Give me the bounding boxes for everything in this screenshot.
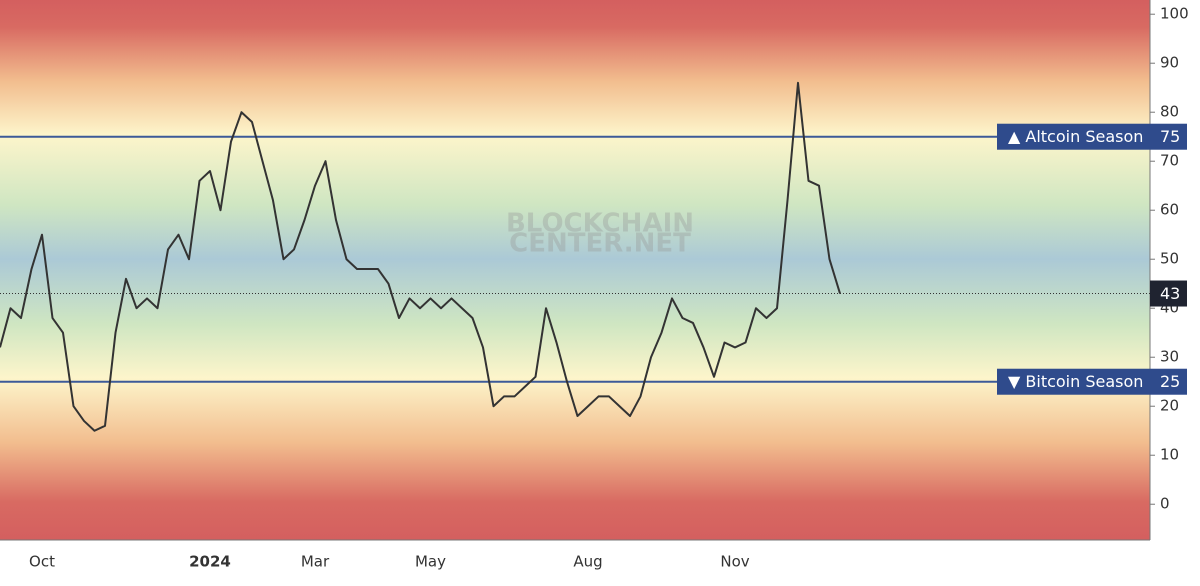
y-tick-label: 10 — [1160, 446, 1179, 464]
x-tick-label: Mar — [301, 553, 330, 571]
y-tick-label: 70 — [1160, 152, 1179, 170]
plot-background — [0, 0, 1150, 540]
current-value-label: 43 — [1160, 284, 1180, 303]
y-tick-label: 60 — [1160, 201, 1179, 219]
threshold-value: 25 — [1160, 372, 1180, 391]
y-tick-label: 80 — [1160, 103, 1179, 121]
threshold-box — [997, 368, 1187, 395]
x-tick-label: May — [415, 553, 446, 571]
watermark: CENTER.NET — [509, 229, 691, 259]
x-tick-label: 2024 — [189, 553, 231, 571]
y-tick-label: 0 — [1160, 495, 1170, 513]
y-tick-label: 30 — [1160, 348, 1179, 366]
y-tick-label: 50 — [1160, 250, 1179, 268]
x-tick-label: Nov — [720, 553, 749, 571]
x-tick-label: Oct — [29, 553, 55, 571]
threshold-value: 75 — [1160, 127, 1180, 146]
watermark: BLOCKCHAIN — [506, 209, 694, 239]
threshold-label: ▲ Altcoin Season — [1008, 127, 1143, 146]
series-line — [0, 81, 841, 432]
y-tick-label: 90 — [1160, 54, 1179, 72]
x-tick-label: Aug — [573, 553, 602, 571]
current-value-box — [1150, 280, 1187, 307]
y-tick-label: 20 — [1160, 397, 1179, 415]
threshold-label: ▼ Bitcoin Season — [1008, 372, 1143, 391]
y-tick-label: 100 — [1160, 5, 1189, 23]
threshold-box — [997, 123, 1187, 150]
